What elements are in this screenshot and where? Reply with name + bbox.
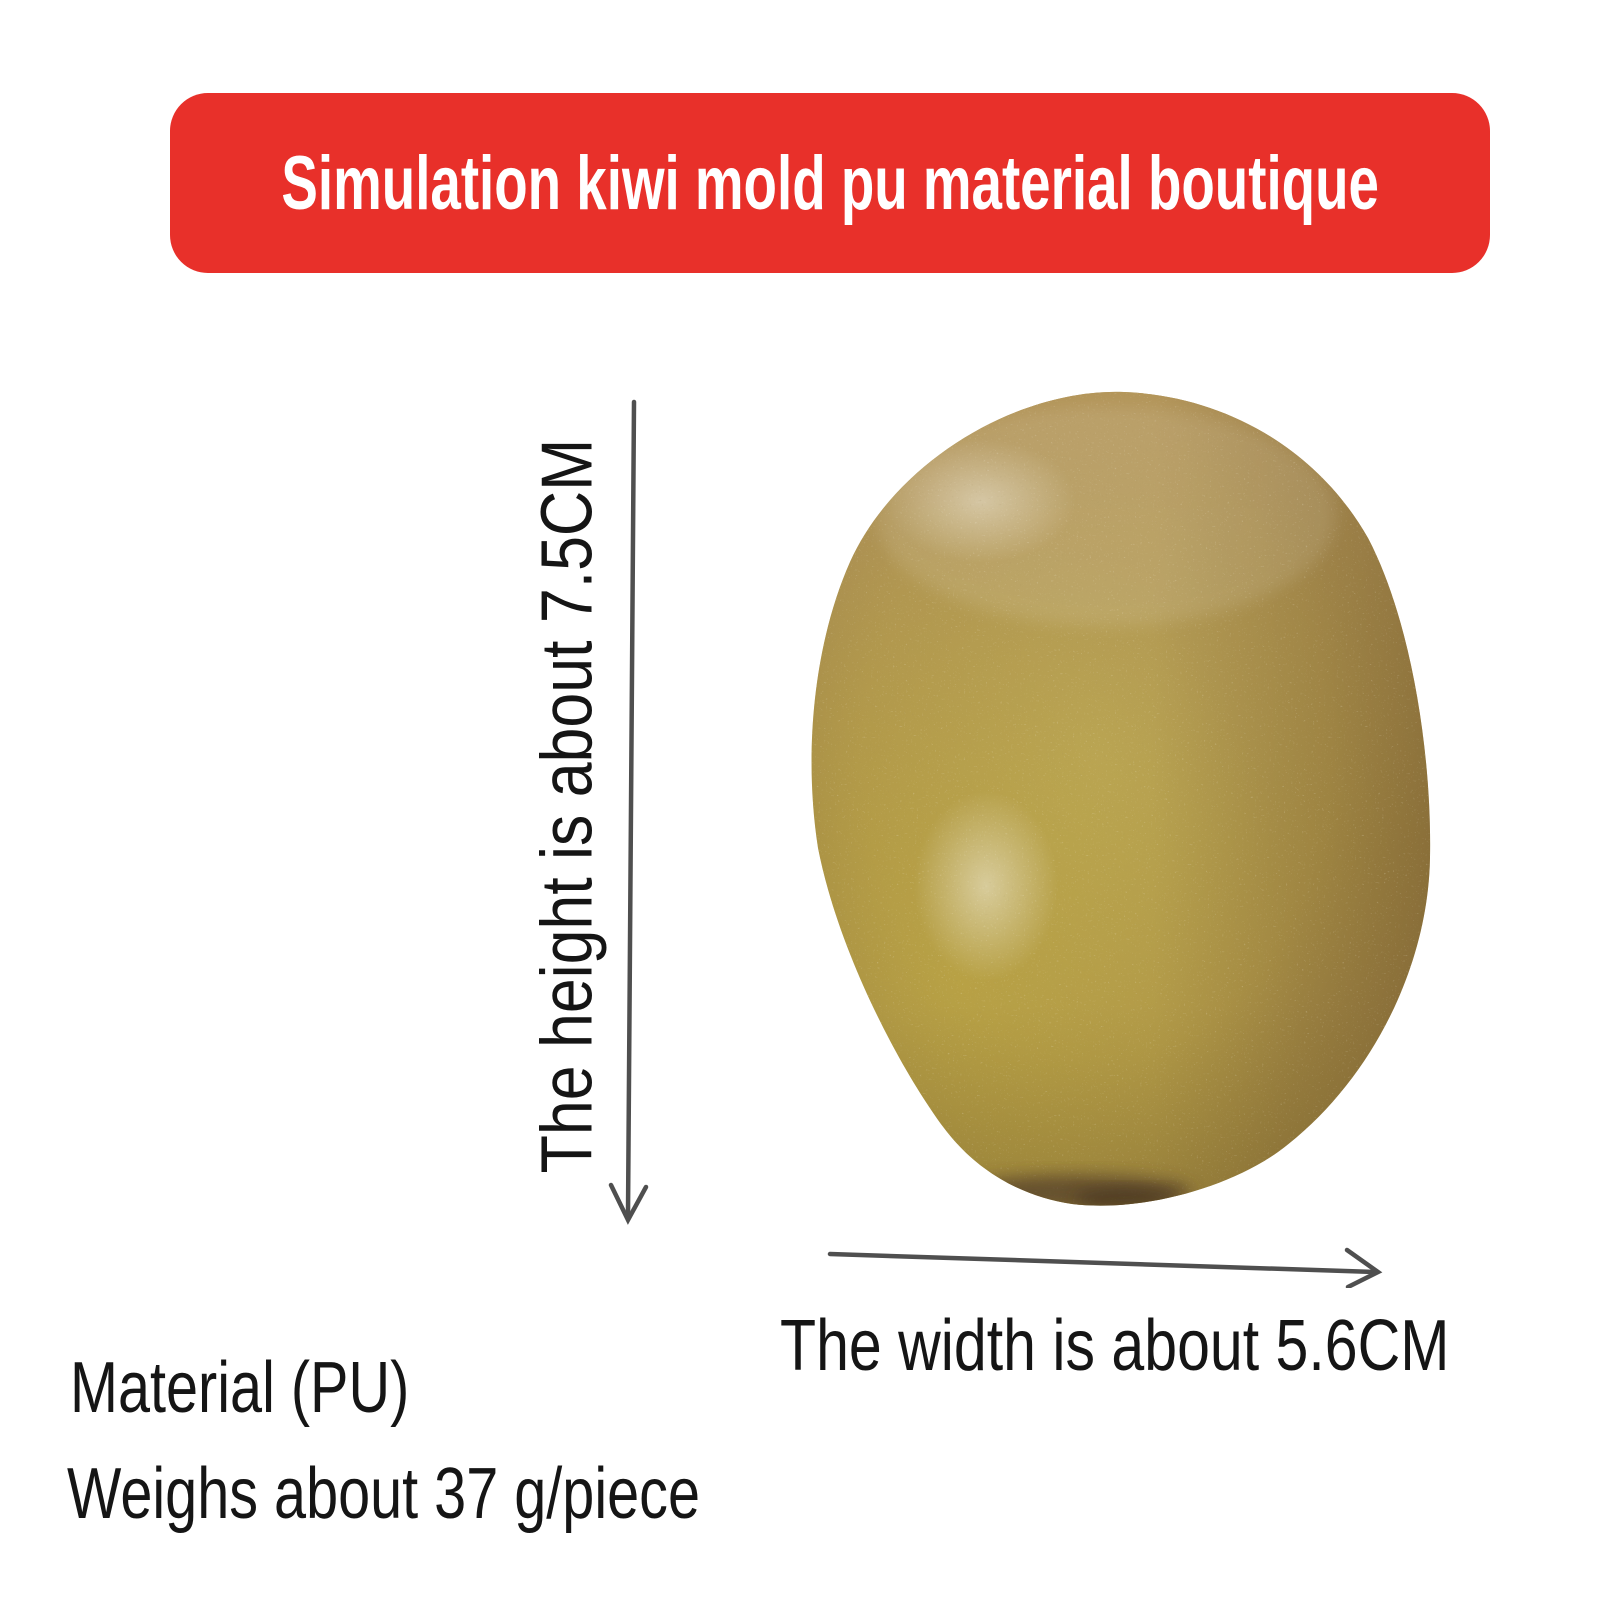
width-dimension-arrow-icon [827, 1247, 1383, 1288]
height-dimension-label: The height is about 7.5CM [527, 438, 607, 1174]
banner-title: Simulation kiwi mold pu material boutiqu… [281, 140, 1379, 226]
weight-spec-label: Weighs about 37 g/piece [67, 1454, 700, 1534]
width-dimension-label: The width is about 5.6CM [780, 1306, 1450, 1386]
material-spec: Material (PU) [70, 1352, 494, 1424]
kiwi-body [811, 391, 1431, 1206]
width-dimension-label-wrap: The width is about 5.6CM [780, 1310, 1596, 1382]
kiwi-calyx-spot [1074, 1189, 1178, 1206]
title-banner: Simulation kiwi mold pu material boutiqu… [170, 93, 1490, 273]
material-spec-label: Material (PU) [70, 1348, 410, 1428]
kiwi-product-photo [811, 391, 1431, 1206]
weight-spec: Weighs about 37 g/piece [67, 1458, 858, 1530]
height-dimension-label-wrap: The height is about 7.5CM [527, 420, 607, 1192]
height-dimension-arrow-icon [608, 399, 649, 1225]
